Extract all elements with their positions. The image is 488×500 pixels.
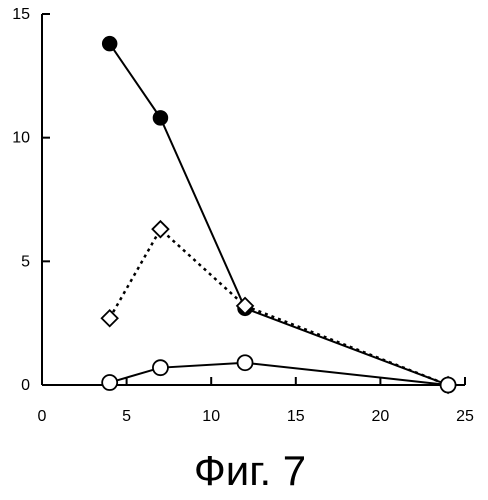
- y-tick-label: 5: [21, 253, 30, 270]
- series-layer: [102, 37, 456, 393]
- series-3-point-2: [153, 360, 168, 375]
- y-tick-label: 10: [12, 130, 30, 147]
- y-tick-label: 15: [12, 6, 30, 23]
- series-1-line: [110, 44, 448, 385]
- series-1-point-1: [103, 37, 117, 51]
- series-1-point-2: [153, 111, 167, 125]
- x-tick-label: 5: [122, 408, 131, 425]
- figure-caption: Фиг. 7: [194, 447, 306, 494]
- x-tick-label: 0: [38, 408, 47, 425]
- series-3-point-4: [441, 378, 456, 393]
- x-tick-label: 15: [287, 408, 305, 425]
- x-tick-label: 20: [372, 408, 390, 425]
- series-3-point-3: [238, 355, 253, 370]
- x-tick-label: 25: [456, 408, 474, 425]
- x-tick-label: 10: [202, 408, 220, 425]
- y-tick-label: 0: [21, 377, 30, 394]
- series-3-point-1: [102, 375, 117, 390]
- series-2-point-1: [102, 310, 118, 326]
- series-2-point-2: [152, 221, 168, 237]
